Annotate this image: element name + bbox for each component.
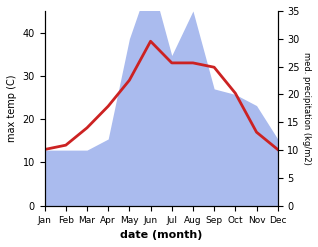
- Y-axis label: max temp (C): max temp (C): [7, 75, 17, 142]
- Y-axis label: med. precipitation (kg/m2): med. precipitation (kg/m2): [302, 52, 311, 165]
- X-axis label: date (month): date (month): [120, 230, 202, 240]
